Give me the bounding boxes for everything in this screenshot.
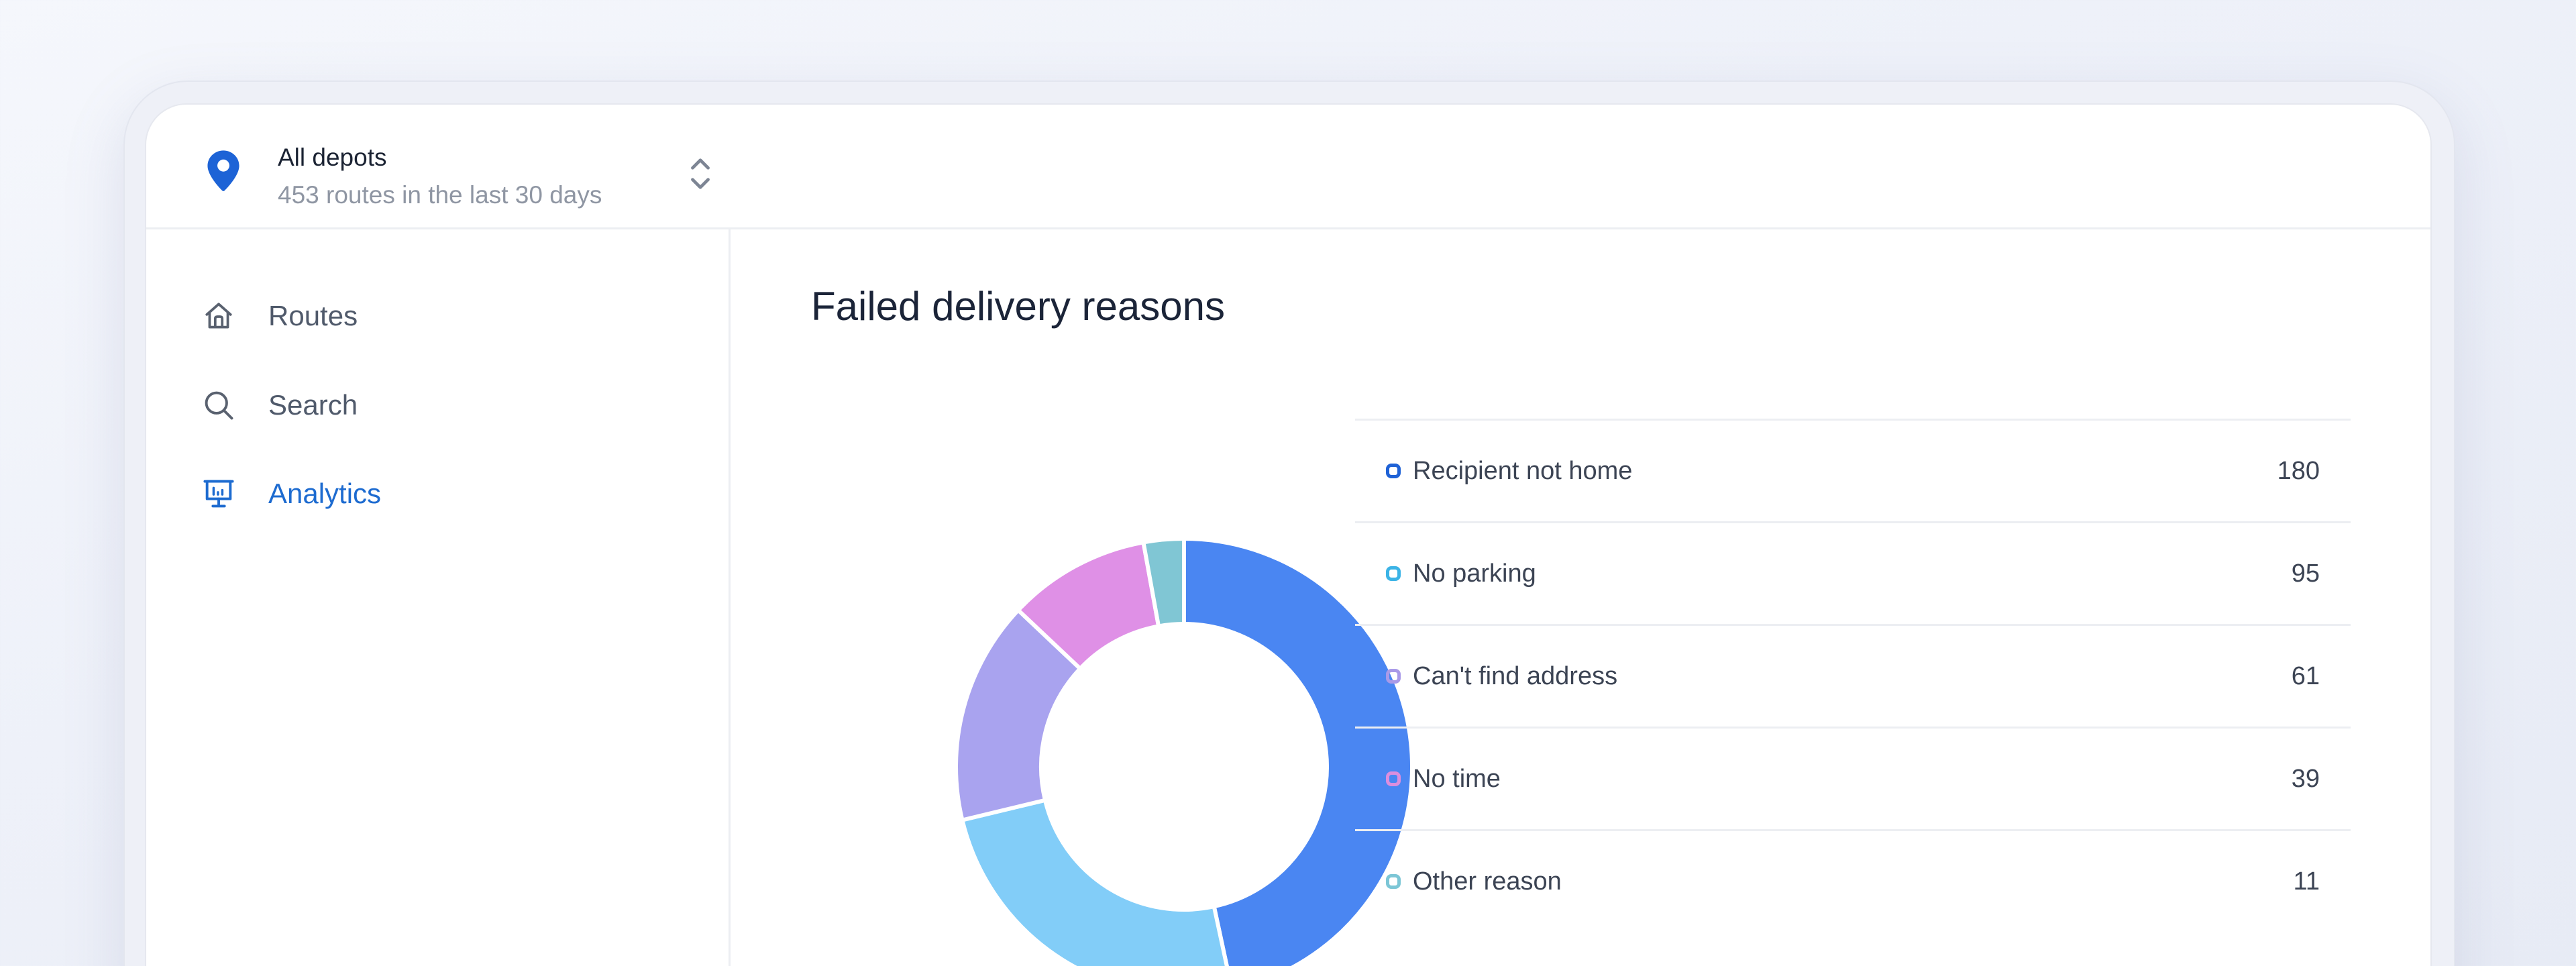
legend-marker-icon <box>1386 771 1401 786</box>
legend-label: Other reason <box>1413 867 1562 896</box>
sidebar-item-analytics[interactable]: Analytics <box>186 467 656 521</box>
sidebar-item-label: Search <box>268 389 358 421</box>
depot-selector[interactable]: All depots 453 routes in the last 30 day… <box>173 131 830 209</box>
legend-label: No parking <box>1413 559 1536 588</box>
depot-title: All depots <box>278 144 387 171</box>
legend-row[interactable]: No parking 95 <box>1355 521 2351 624</box>
sidebar: Routes Search Analytics <box>146 229 731 966</box>
legend-label: No time <box>1413 764 1501 793</box>
legend-value: 95 <box>2291 559 2320 588</box>
app-window: All depots 453 routes in the last 30 day… <box>145 103 2432 966</box>
presentation-chart-icon <box>200 475 237 513</box>
donut-chart <box>954 537 1414 966</box>
legend-row[interactable]: No time 39 <box>1355 727 2351 829</box>
depot-subtitle: 453 routes in the last 30 days <box>278 181 602 209</box>
header: All depots 453 routes in the last 30 day… <box>146 105 2430 229</box>
sidebar-item-routes[interactable]: Routes <box>186 289 656 343</box>
sidebar-item-label: Analytics <box>268 478 382 509</box>
legend-value: 39 <box>2291 764 2320 793</box>
legend-marker-icon <box>1386 464 1401 478</box>
sidebar-item-label: Routes <box>268 300 358 331</box>
donut-segment[interactable] <box>1141 537 1186 629</box>
legend-label: Can't find address <box>1413 661 1618 690</box>
donut-segment[interactable] <box>960 798 1232 966</box>
home-icon <box>200 297 237 335</box>
search-icon <box>200 386 237 424</box>
map-pin-icon <box>207 150 239 191</box>
legend-value: 11 <box>2293 867 2320 896</box>
sidebar-item-search[interactable]: Search <box>186 378 656 432</box>
legend-row[interactable]: Other reason 11 <box>1355 829 2351 932</box>
legend-list: Recipient not home 180 No parking 95 Can… <box>1355 419 2351 932</box>
legend-row[interactable]: Can't find address 61 <box>1355 624 2351 727</box>
legend-marker-icon <box>1386 669 1401 684</box>
legend-value: 180 <box>2277 456 2320 485</box>
main-content: Failed delivery reasons Recipient not ho… <box>731 229 2430 966</box>
legend-row[interactable]: Recipient not home 180 <box>1355 419 2351 521</box>
page-title: Failed delivery reasons <box>811 284 1225 329</box>
legend-marker-icon <box>1386 874 1401 889</box>
legend-marker-icon <box>1386 566 1401 581</box>
legend-label: Recipient not home <box>1413 456 1633 485</box>
chevron-up-down-icon[interactable] <box>688 154 712 193</box>
legend-value: 61 <box>2291 661 2320 690</box>
donut-segment[interactable] <box>1182 537 1414 966</box>
